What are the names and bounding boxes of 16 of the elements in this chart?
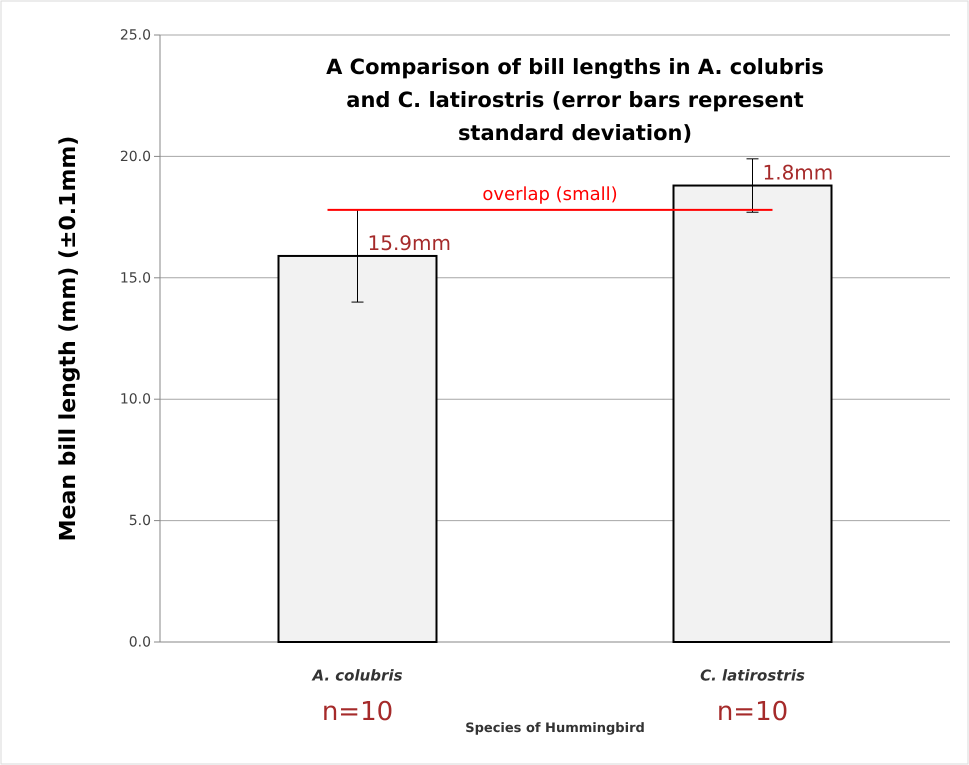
text: n=10 xyxy=(322,697,394,727)
x-axis-title: Species of Hummingbird xyxy=(465,721,645,736)
y-tick-label: 15.0 xyxy=(120,270,151,286)
text: A Comparison of bill lengths in A. colubris and C. latirostris (error bars represent standard deviation) xyxy=(326,55,824,145)
y-axis-title: Mean bill length (mm) (±0.1mm) xyxy=(56,136,81,542)
y-tick-label: 0.0 xyxy=(128,634,151,650)
y-tick-label: 5.0 xyxy=(128,513,151,530)
ref-line-label: overlap (small) xyxy=(482,184,618,205)
text: n=10 xyxy=(716,697,788,727)
x-tick-label: C. latirostris xyxy=(700,666,805,685)
annotation: 15.9mm xyxy=(368,230,451,255)
y-tick-label: 25.0 xyxy=(120,27,151,44)
y-tick-label: 10.0 xyxy=(120,392,151,408)
y-tick-label: 20.0 xyxy=(120,148,151,165)
annotation: 1.8mm xyxy=(762,160,834,185)
x-tick-label: A. colubris xyxy=(311,666,403,685)
